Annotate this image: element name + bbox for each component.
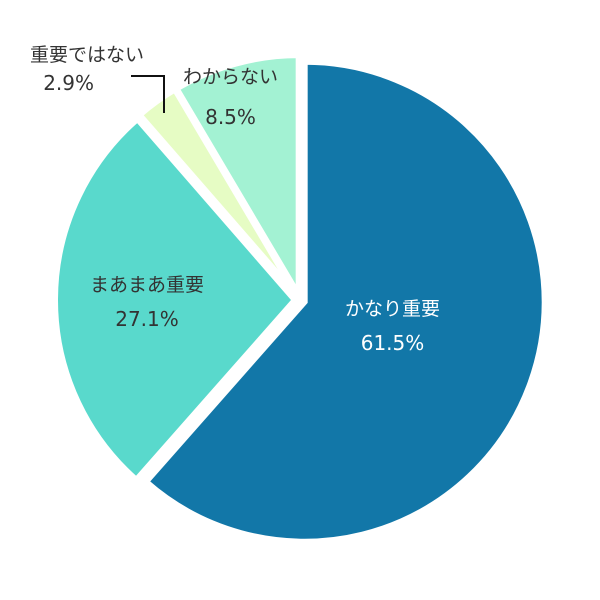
pie-slice xyxy=(141,58,548,545)
label-name: わからない xyxy=(183,66,279,88)
label-name: まあまあ重要 xyxy=(90,274,205,296)
slice-label-juuyou-dewanai: 重要ではない 2.9% xyxy=(30,44,145,95)
label-percent: 27.1% xyxy=(115,307,179,331)
label-percent: 8.5% xyxy=(205,105,256,129)
pie-slice xyxy=(52,114,299,485)
slice-label-wakaranai: わからない 8.5% xyxy=(183,66,279,129)
leader-line xyxy=(131,75,165,113)
slice-label-maamaa: まあまあ重要 27.1% xyxy=(90,274,205,331)
label-name: かなり重要 xyxy=(345,298,441,320)
pie-slice xyxy=(172,52,302,307)
slice-label-kanari: かなり重要 61.5% xyxy=(345,298,441,355)
label-name: 重要ではない xyxy=(30,44,145,66)
label-percent: 2.9% xyxy=(43,71,95,95)
label-percent: 61.5% xyxy=(360,331,425,355)
